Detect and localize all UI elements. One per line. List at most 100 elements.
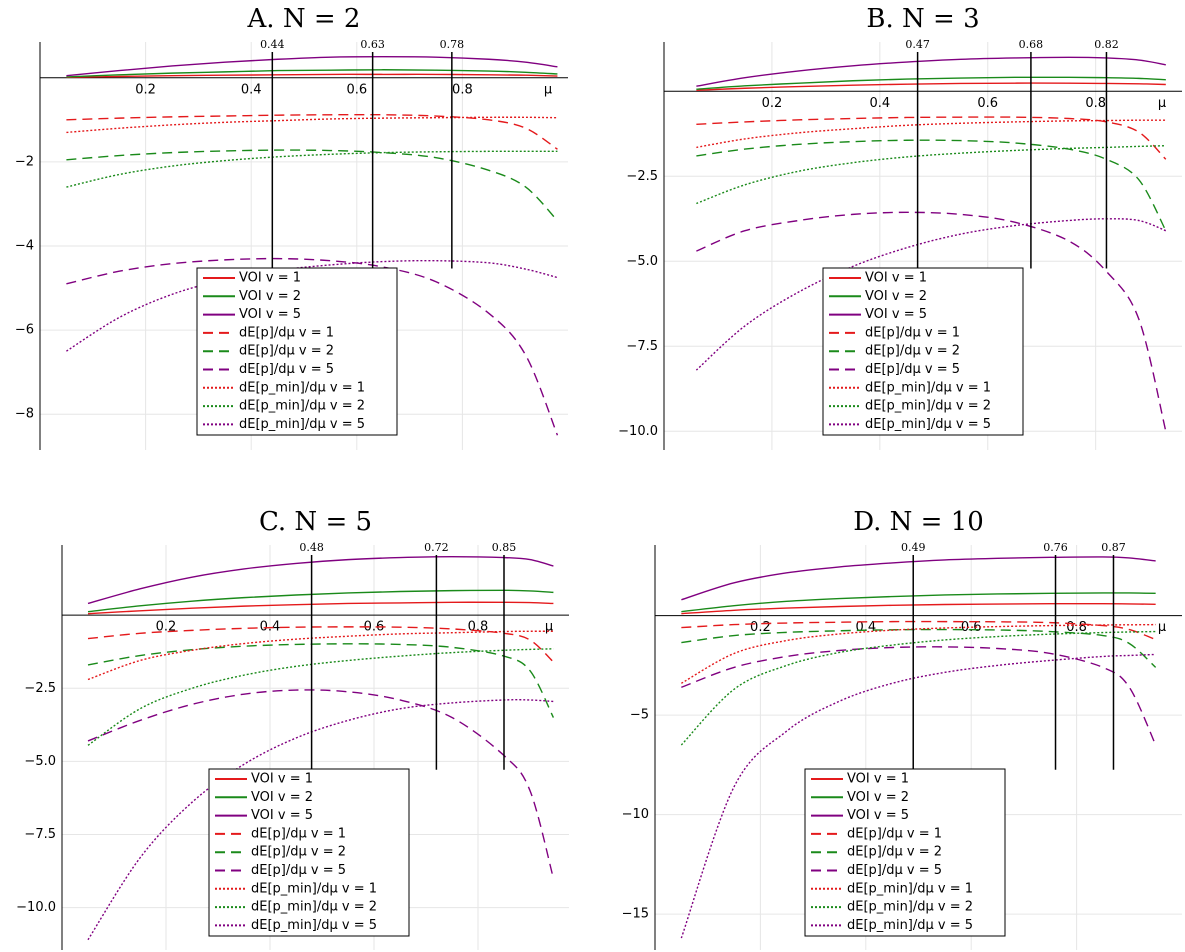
- y-tick-label: −10.0: [16, 900, 56, 915]
- y-tick-label: −15: [622, 907, 649, 922]
- chart-title: C. N = 5: [259, 507, 372, 537]
- series-line: [681, 628, 1157, 668]
- legend-label: dE[p]/dμ v = 5: [239, 362, 334, 377]
- legend-label: dE[p]/dμ v = 1: [847, 826, 942, 841]
- legend: VOI v = 1 VOI v = 2 VOI v = 5 dE[p]/dμ v = …: [196, 267, 398, 436]
- marker-label: 0.49: [901, 541, 926, 554]
- legend-label: dE[p]/dμ v = 2: [239, 344, 334, 359]
- chart-title: B. N = 3: [866, 4, 979, 34]
- legend-label: dE[p]/dμ v = 1: [239, 325, 334, 340]
- marker-label: 0.47: [905, 38, 930, 51]
- legend-label: dE[p_min]/dμ v = 2: [847, 900, 973, 915]
- x-tick-label: 0.6: [346, 82, 367, 97]
- y-tick-label: −7.5: [626, 339, 658, 354]
- marker-label: 0.78: [440, 38, 465, 51]
- x-tick-label: 0.2: [762, 96, 783, 111]
- series-line: [696, 119, 1166, 149]
- legend-label: dE[p]/dμ v = 5: [865, 362, 960, 377]
- legend-label: dE[p_min]/dμ v = 2: [251, 900, 377, 915]
- legend-label: dE[p_min]/dμ v = 5: [251, 918, 377, 933]
- y-tick-label: −2: [15, 154, 34, 169]
- legend-label: dE[p]/dμ v = 5: [847, 863, 942, 878]
- series-line: [681, 602, 1156, 615]
- marker-label: 0.44: [260, 38, 285, 51]
- series-line: [66, 69, 558, 78]
- series-line: [87, 601, 554, 615]
- series-line: [681, 620, 1156, 641]
- series-line: [680, 630, 1156, 746]
- legend-label: dE[p_min]/dμ v = 2: [239, 399, 365, 414]
- y-tick-label: −2.5: [24, 681, 56, 696]
- series-line: [87, 626, 554, 663]
- legend-box: [208, 768, 410, 937]
- marker-label: 0.68: [1019, 38, 1044, 51]
- legend: VOI v = 1 VOI v = 2 VOI v = 5 dE[p]/dμ v = …: [822, 267, 1024, 436]
- y-tick-label: −10: [622, 807, 649, 822]
- legend-label: VOI v = 5: [847, 808, 909, 823]
- x-axis-label: μ: [544, 82, 552, 97]
- x-axis-label: μ: [545, 620, 553, 635]
- legend-label: VOI v = 2: [239, 289, 301, 304]
- marker-label: 0.87: [1101, 541, 1126, 554]
- legend-label: dE[p]/dμ v = 1: [865, 325, 960, 340]
- x-axis-label: μ: [1158, 96, 1166, 111]
- chart-title: A. N = 2: [247, 4, 361, 34]
- series-line: [695, 218, 1167, 371]
- series-line: [87, 689, 555, 879]
- legend-label: dE[p_min]/dμ v = 1: [239, 380, 365, 395]
- x-tick-label: 0.4: [241, 82, 262, 97]
- legend-label: dE[p_min]/dμ v = 1: [847, 881, 973, 896]
- x-tick-label: 0.6: [977, 96, 998, 111]
- legend-label: VOI v = 1: [251, 772, 313, 787]
- series-line: [696, 211, 1167, 432]
- legend-label: dE[p]/dμ v = 1: [251, 826, 346, 841]
- legend-label: VOI v = 2: [251, 790, 313, 805]
- chart-title: D. N = 10: [853, 507, 984, 537]
- x-axis-label: μ: [1158, 620, 1166, 635]
- y-tick-label: −5.0: [24, 754, 56, 769]
- series-line: [87, 643, 555, 718]
- series-line: [680, 653, 1156, 939]
- series-line: [66, 116, 558, 134]
- series-line: [696, 139, 1167, 232]
- y-tick-label: −4: [15, 239, 34, 254]
- legend-label: dE[p_min]/dμ v = 5: [847, 918, 973, 933]
- legend-label: dE[p]/dμ v = 2: [251, 845, 346, 860]
- series-line: [66, 150, 558, 188]
- series-line: [66, 56, 558, 77]
- series-line: [66, 149, 558, 222]
- legend-label: dE[p_min]/dμ v = 5: [865, 417, 991, 432]
- x-tick-label: 0.6: [364, 620, 385, 635]
- series-line: [681, 556, 1156, 601]
- legend-label: VOI v = 1: [847, 772, 909, 787]
- x-tick-label: 0.8: [452, 82, 473, 97]
- legend-label: dE[p]/dμ v = 2: [847, 845, 942, 860]
- legend-label: dE[p_min]/dμ v = 5: [239, 417, 365, 432]
- legend-label: dE[p]/dμ v = 5: [251, 863, 346, 878]
- x-tick-label: 0.2: [135, 82, 156, 97]
- series-line: [87, 555, 554, 605]
- x-tick-label: 0.8: [468, 620, 489, 635]
- legend-label: VOI v = 2: [847, 790, 909, 805]
- legend-label: VOI v = 1: [239, 271, 301, 286]
- marker-label: 0.85: [492, 541, 517, 554]
- y-tick-label: −5: [630, 708, 649, 723]
- legend-label: VOI v = 2: [865, 289, 927, 304]
- subplot: A. N = 2 0.2 0.4 0.6 0.8 −8 −6 −4 −2 μ 0.44 0.63 0.7…: [15, 4, 568, 450]
- y-tick-label: −8: [15, 407, 34, 422]
- legend-label: dE[p]/dμ v = 2: [865, 344, 960, 359]
- series-line: [681, 623, 1156, 684]
- marker-label: 0.63: [360, 38, 385, 51]
- legend-label: dE[p_min]/dμ v = 2: [865, 399, 991, 414]
- y-tick-label: −7.5: [24, 827, 56, 842]
- subplot: C. N = 50.2 0.4 0.6 0.8−10.0−7.5−5.0−2.5μ0.…: [16, 507, 569, 950]
- subplot: D. N = 100.2 0.4 0.6 0.8−15−10−5μ0.49 0.76 0.…: [622, 507, 1182, 950]
- series-line: [66, 113, 558, 150]
- marker-label: 0.82: [1094, 38, 1119, 51]
- marker-label: 0.76: [1043, 541, 1068, 554]
- legend: VOI v = 1 VOI v = 2 VOI v = 5 dE[p]/dμ v = …: [804, 768, 1006, 937]
- series-line: [681, 592, 1156, 613]
- x-tick-label: 0.8: [1085, 96, 1106, 111]
- series-line: [66, 73, 558, 79]
